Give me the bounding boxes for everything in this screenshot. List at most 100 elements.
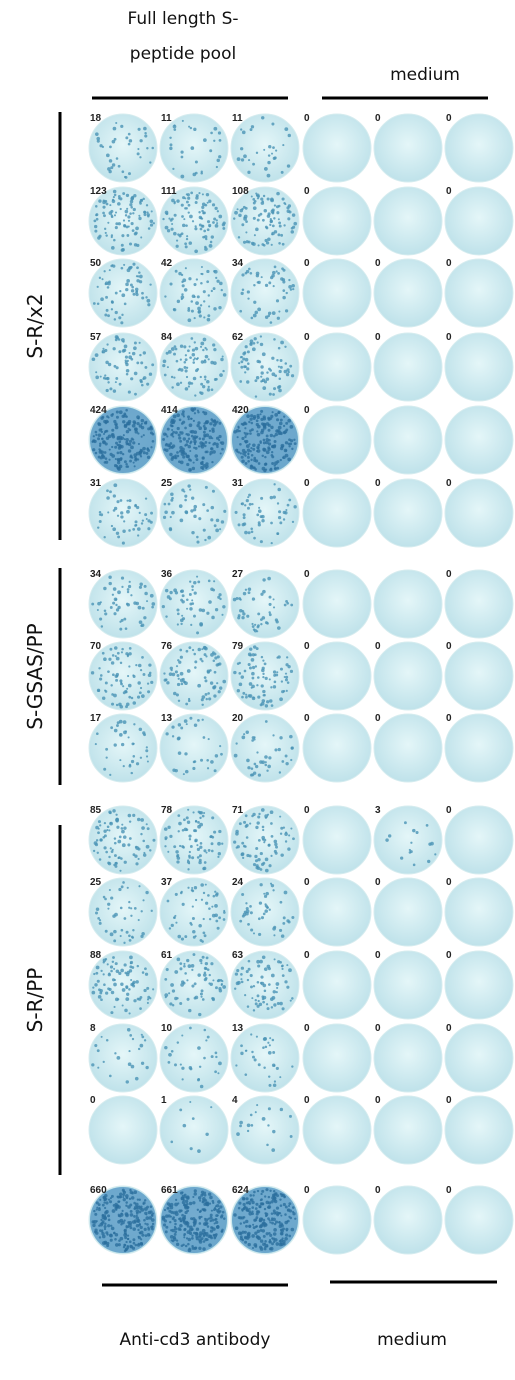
spot (195, 225, 197, 227)
spot (218, 155, 221, 158)
spot (182, 196, 185, 199)
spot (143, 853, 146, 856)
spot (235, 742, 237, 744)
spot (285, 441, 288, 444)
spot (288, 134, 291, 137)
spot (208, 907, 211, 910)
spot (189, 469, 191, 471)
spot (143, 1202, 146, 1205)
spot (109, 648, 112, 651)
spot (233, 1213, 236, 1216)
spot (203, 338, 207, 342)
spot (254, 379, 257, 382)
spot (98, 199, 101, 202)
spot (251, 739, 254, 742)
well: 24 (231, 877, 299, 946)
spot (260, 380, 262, 382)
spot (202, 719, 204, 721)
spot (195, 821, 197, 823)
spot (131, 196, 134, 199)
well: 0 (445, 186, 513, 255)
spot (125, 730, 127, 732)
spot (218, 593, 221, 596)
spot (95, 205, 98, 208)
spot (126, 279, 130, 283)
spot (279, 771, 281, 773)
spot (400, 857, 403, 860)
spot (197, 821, 200, 824)
spot (261, 982, 265, 986)
spot-count: 0 (304, 332, 310, 343)
well-disc (89, 878, 157, 946)
spot (265, 1188, 268, 1191)
spot (240, 1052, 243, 1055)
spot (269, 1084, 272, 1087)
spot (189, 1202, 192, 1205)
spot (99, 449, 101, 451)
spot (125, 1248, 128, 1251)
spot (246, 499, 249, 502)
spot (276, 982, 280, 986)
spot (143, 351, 146, 354)
spot-count: 0 (446, 1095, 452, 1106)
spot (245, 694, 247, 696)
spot (190, 1147, 193, 1150)
spot (123, 691, 126, 694)
well: 1 (160, 1095, 228, 1164)
spot (256, 1225, 258, 1227)
spot (113, 494, 116, 497)
spot (260, 343, 263, 346)
spot (167, 366, 169, 368)
spot (182, 1201, 185, 1204)
spot (191, 602, 194, 605)
spot (121, 929, 124, 932)
well: 85 (89, 805, 157, 874)
spot (136, 1224, 139, 1227)
well-disc (445, 714, 513, 782)
spot (126, 1080, 129, 1083)
spot (112, 140, 116, 144)
spot (129, 499, 132, 502)
spot (116, 657, 120, 661)
spot (192, 1117, 195, 1120)
spot (256, 821, 259, 824)
spot (104, 609, 107, 612)
spot (186, 1203, 188, 1205)
spot (165, 226, 169, 230)
spot (283, 916, 286, 919)
spot (143, 673, 146, 676)
spot (119, 1195, 122, 1198)
spot (243, 1203, 246, 1206)
spot (288, 1205, 290, 1207)
spot (169, 147, 172, 150)
spot (124, 963, 127, 966)
elispot-figure: Full length S- peptide pool medium Anti-… (0, 0, 515, 1380)
spot (219, 989, 222, 992)
spot (258, 839, 261, 842)
spot (108, 1219, 111, 1222)
spot (221, 289, 223, 291)
well: 0 (303, 478, 371, 547)
spot (109, 449, 111, 451)
spot (285, 1206, 288, 1209)
spot (217, 856, 219, 858)
spot (191, 585, 194, 588)
spot (263, 149, 265, 151)
spot (256, 630, 258, 632)
spot-count: 20 (232, 713, 244, 724)
spot-count: 0 (446, 1185, 452, 1196)
spot (207, 202, 209, 204)
spot (170, 1141, 173, 1144)
spot (144, 513, 147, 516)
spot (109, 204, 111, 206)
spot (106, 203, 109, 206)
spot (203, 138, 207, 142)
spot (199, 1210, 202, 1213)
spot (273, 1084, 277, 1088)
spot (245, 1050, 247, 1052)
spot (109, 1075, 112, 1078)
spot (128, 143, 131, 146)
spot (183, 491, 185, 493)
spot (238, 597, 241, 600)
spot (239, 920, 242, 923)
